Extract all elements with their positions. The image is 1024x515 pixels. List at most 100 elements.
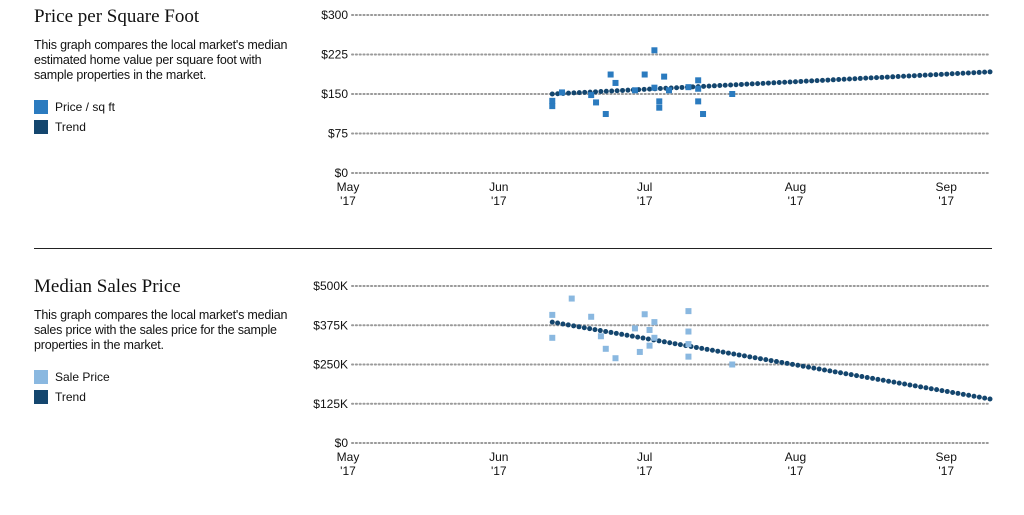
trend-dot [864, 374, 870, 380]
data-point[interactable] [593, 99, 600, 106]
trend-dot [757, 356, 763, 362]
trend-dot [976, 69, 982, 75]
data-point[interactable] [651, 334, 658, 341]
trend-dot [741, 353, 747, 359]
trend-dot [690, 84, 696, 90]
data-point[interactable] [641, 71, 648, 78]
x-tick-year-label: '17 [938, 464, 954, 478]
data-point[interactable] [559, 89, 565, 96]
trend-dot [699, 345, 705, 351]
trend-dot [880, 377, 886, 383]
trend-dot [771, 80, 777, 86]
data-point[interactable] [646, 342, 653, 349]
data-point[interactable] [568, 295, 575, 302]
data-point[interactable] [695, 98, 702, 105]
trend-dot [624, 332, 630, 338]
data-point[interactable] [602, 111, 609, 118]
legend-item-price-sqft: Price / sq ft [34, 97, 294, 117]
trend-dot [581, 325, 587, 331]
trend-dot [647, 86, 653, 92]
data-point[interactable] [695, 77, 702, 84]
trend-dot [603, 328, 609, 334]
data-point[interactable] [631, 87, 638, 94]
data-point[interactable] [661, 73, 668, 80]
data-point[interactable] [641, 311, 648, 318]
data-point[interactable] [666, 87, 672, 94]
trend-dot [863, 75, 869, 81]
trend-dot [819, 77, 825, 83]
trend-dot [620, 87, 626, 93]
data-point[interactable] [612, 79, 619, 86]
data-point[interactable] [685, 353, 692, 360]
trend-dot [809, 78, 815, 84]
trend-dot [827, 368, 833, 374]
trend-dot [667, 340, 673, 346]
chart-description: This graph compares the local market's m… [34, 308, 288, 352]
data-point[interactable] [597, 333, 604, 340]
trend-dot [760, 80, 766, 86]
data-point[interactable] [685, 328, 692, 335]
trend-dot [928, 72, 934, 78]
chart-legend: Price / sq ft Trend [34, 97, 294, 137]
trend-dot [782, 79, 788, 85]
legend-label-sale-price: Sale Price [55, 370, 110, 384]
trend-dot [722, 82, 728, 88]
data-point[interactable] [729, 91, 736, 97]
trend-dot [917, 72, 923, 78]
chart-title: Median Sales Price [34, 276, 181, 297]
x-tick-label: Jul [637, 450, 652, 464]
data-point[interactable] [651, 84, 658, 91]
trend-dot [800, 363, 806, 369]
trend-dot [933, 72, 939, 78]
data-point[interactable] [607, 71, 614, 78]
trend-dot [625, 87, 631, 93]
data-point[interactable] [549, 103, 556, 110]
data-point[interactable] [685, 84, 692, 91]
legend-swatch-trend [34, 120, 48, 134]
trend-dot [555, 320, 561, 326]
trend-dot [677, 342, 683, 348]
x-tick-label: Aug [785, 450, 806, 464]
trend-dot [715, 348, 721, 354]
trend-dot [674, 85, 680, 91]
data-point[interactable] [700, 111, 707, 118]
data-point[interactable] [588, 313, 595, 320]
data-point[interactable] [588, 92, 595, 99]
x-tick-year-label: '17 [491, 464, 507, 478]
data-point[interactable] [656, 98, 663, 105]
data-point[interactable] [729, 361, 736, 368]
data-point[interactable] [631, 325, 638, 332]
data-point[interactable] [636, 348, 643, 355]
data-point[interactable] [695, 85, 702, 92]
data-point[interactable] [685, 341, 692, 348]
trend-dot [830, 77, 836, 83]
median-sales-price-chart: $0$125K$250K$375K$500KMay'17Jun'17Jul'17… [313, 279, 993, 478]
trend-dot [587, 326, 593, 332]
data-point[interactable] [612, 355, 619, 362]
data-point[interactable] [646, 326, 653, 333]
trend-dot [571, 90, 577, 96]
data-point[interactable] [656, 104, 663, 111]
trend-dot [971, 70, 977, 76]
data-point[interactable] [549, 311, 556, 318]
trend-dot [755, 81, 761, 87]
data-point[interactable] [685, 308, 692, 315]
trend-dot [657, 86, 663, 92]
x-tick-year-label: '17 [637, 194, 653, 208]
data-point[interactable] [549, 97, 556, 104]
trend-dot [890, 74, 896, 80]
trend-dot [987, 396, 993, 402]
legend-swatch-sale-price [34, 370, 48, 384]
data-point[interactable] [651, 319, 658, 326]
price-per-sqft-panel: Price per Square Foot This graph compare… [0, 0, 1024, 240]
data-point[interactable] [549, 334, 556, 341]
trend-dot [879, 74, 885, 80]
y-tick-label: $250K [313, 358, 348, 372]
data-point[interactable] [651, 47, 658, 54]
data-point[interactable] [602, 345, 609, 352]
median-sales-price-panel: Median Sales Price This graph compares t… [0, 270, 1024, 515]
trend-dot [795, 362, 801, 368]
trend-dot [846, 76, 852, 82]
x-tick-label: Sep [936, 450, 958, 464]
trend-dot [749, 81, 755, 87]
